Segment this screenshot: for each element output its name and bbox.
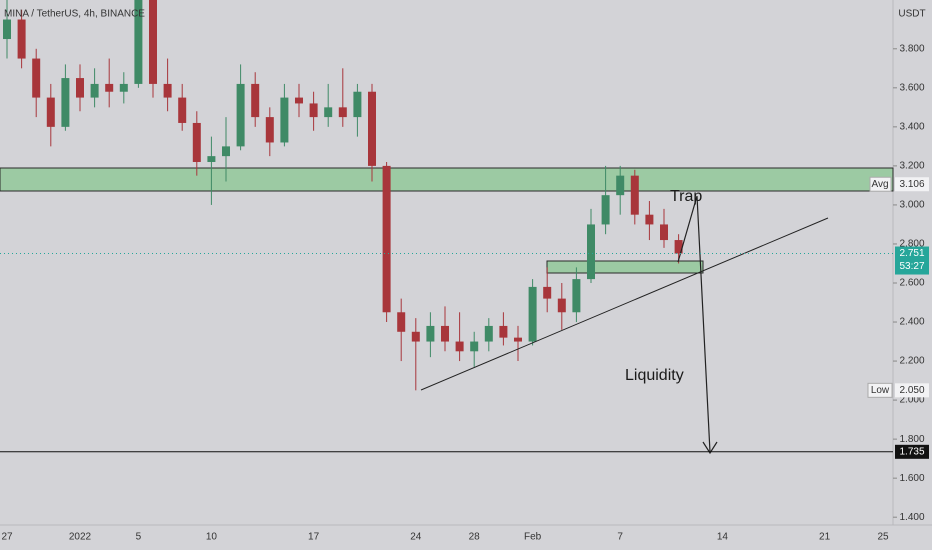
candle-body — [46, 97, 55, 127]
candle-body — [353, 91, 362, 118]
candle-body — [674, 240, 683, 254]
trap-path — [677, 195, 711, 453]
candle-body — [324, 107, 333, 118]
candle-body — [76, 78, 84, 98]
y-tick-label: 1.600 — [899, 473, 924, 484]
candle-body — [251, 83, 260, 118]
x-tick-label: 21 — [819, 532, 831, 543]
y-tick-label: 3.600 — [899, 82, 924, 93]
candle-body — [105, 83, 114, 92]
candle-body — [90, 83, 99, 98]
x-tick-label: 7 — [617, 532, 623, 543]
level-label-box — [895, 444, 929, 459]
last-price-label: 2.751 — [899, 248, 924, 259]
candle-body — [426, 325, 435, 342]
candle-body — [163, 83, 172, 98]
candle-body — [368, 91, 376, 166]
avg-name-box — [869, 176, 892, 192]
candle-body — [601, 195, 610, 225]
y-tick-label: 3.800 — [899, 43, 924, 54]
x-tick-label: Feb — [524, 532, 542, 543]
candle-body — [134, 0, 143, 84]
candle-body — [149, 0, 157, 84]
x-tick-label: 27 — [1, 532, 13, 543]
candle-body — [178, 97, 187, 123]
candle-body — [309, 103, 318, 118]
candle-body — [295, 97, 303, 104]
candle-body — [630, 175, 639, 215]
candle-body — [397, 312, 406, 332]
avg-label: 3.106 — [899, 179, 924, 190]
level-label: 1.735 — [899, 446, 924, 457]
x-tick-label: 5 — [136, 532, 142, 543]
countdown: 53:27 — [899, 261, 924, 272]
y-tick-label: 3.400 — [899, 121, 924, 132]
candle-body — [119, 83, 128, 92]
avg-name: Avg — [871, 179, 888, 190]
y-tick-label: 2.000 — [899, 395, 924, 406]
candle-body — [499, 325, 508, 338]
y-tick-label: 1.400 — [899, 512, 924, 523]
low-label: 2.050 — [899, 385, 924, 396]
candle-body — [441, 325, 449, 342]
x-tick-label: 17 — [308, 532, 320, 543]
candle-body — [616, 175, 625, 196]
avg-box — [895, 177, 929, 192]
candle-body — [3, 19, 11, 40]
x-tick-label: 28 — [469, 532, 481, 543]
candle-body — [411, 331, 420, 342]
axis-unit: USDT — [898, 9, 925, 20]
demand-zone — [546, 260, 704, 274]
candle-body — [17, 19, 26, 59]
supply-zone — [0, 167, 894, 192]
x-tick-label: 24 — [410, 532, 422, 543]
candle-body — [455, 341, 464, 352]
y-tick-label: 3.000 — [899, 200, 924, 211]
candle-body — [557, 298, 566, 313]
x-tick-label: 14 — [717, 532, 729, 543]
low-name: Low — [871, 385, 890, 396]
low-box — [895, 383, 929, 398]
x-tick-label: 10 — [206, 532, 218, 543]
candle-body — [645, 214, 654, 225]
candles — [3, 0, 683, 391]
low-name-box — [867, 382, 893, 398]
candle-body — [484, 325, 493, 342]
candle-body — [587, 224, 595, 280]
candle-body — [528, 286, 537, 342]
candle-body — [236, 83, 245, 147]
annotation: Liquidity — [625, 367, 684, 384]
candle-body — [543, 286, 552, 299]
x-tick-label: 25 — [877, 532, 889, 543]
candle-body — [32, 58, 41, 98]
candle-body — [572, 279, 581, 313]
candle-body — [192, 122, 201, 162]
candle-body — [207, 156, 216, 162]
y-tick-label: 3.200 — [899, 161, 924, 172]
candle-body — [222, 146, 230, 157]
y-tick-label: 2.600 — [899, 278, 924, 289]
y-tick-label: 2.400 — [899, 317, 924, 328]
x-tick-label: 2022 — [69, 532, 92, 543]
trendline — [420, 217, 829, 391]
candle-body — [280, 97, 289, 143]
candle-body — [265, 117, 274, 143]
y-tick-label: 1.800 — [899, 434, 924, 445]
annotation: Trap — [670, 188, 702, 205]
candle-body — [470, 341, 479, 352]
candle-body — [660, 224, 668, 241]
arrow-head — [702, 441, 718, 455]
candle-body — [382, 165, 391, 313]
last-price-box — [895, 246, 929, 275]
y-tick-label: 2.800 — [899, 239, 924, 250]
candle-body — [338, 107, 347, 118]
candle-body — [61, 78, 70, 127]
chart-title: MINA / TetherUS, 4h, BINANCE — [4, 9, 145, 20]
candle-body — [514, 337, 522, 342]
y-tick-label: 2.200 — [899, 356, 924, 367]
